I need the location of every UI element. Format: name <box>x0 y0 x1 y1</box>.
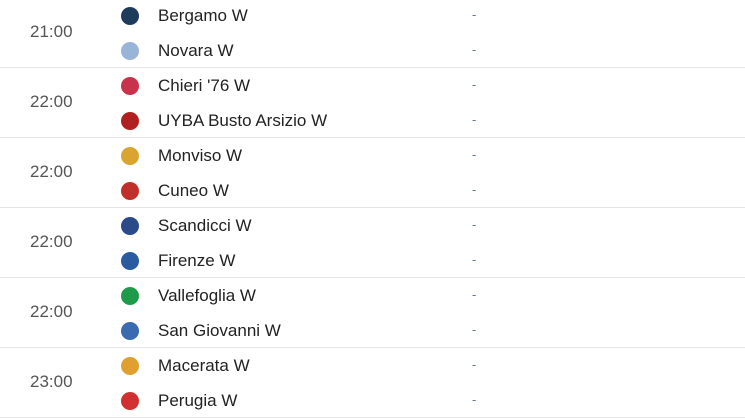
team-name: UYBA Busto Arsizio W <box>158 111 328 130</box>
team-name: Chieri '76 W <box>158 76 251 95</box>
away-team[interactable]: Cuneo W <box>118 178 229 204</box>
team-name: San Giovanni W <box>158 321 281 340</box>
match-time: 21:00 <box>30 22 73 41</box>
away-score: - <box>472 322 477 337</box>
team-logo-icon <box>118 249 142 273</box>
home-score: - <box>472 77 477 92</box>
match-row[interactable]: 21:00 Bergamo W Novara W - - <box>0 0 745 68</box>
away-team[interactable]: Perugia W <box>118 388 237 414</box>
match-row[interactable]: 22:00 Monviso W Cuneo W - - <box>0 138 745 208</box>
away-team[interactable]: San Giovanni W <box>118 318 281 344</box>
away-score: - <box>472 252 477 267</box>
team-name: Cuneo W <box>158 181 229 200</box>
home-team[interactable]: Monviso W <box>118 143 242 169</box>
team-logo-icon <box>118 319 142 343</box>
team-logo-icon <box>118 39 142 63</box>
team-logo-icon <box>118 389 142 413</box>
team-name: Monviso W <box>158 146 243 165</box>
match-row[interactable]: 22:00 Chieri '76 W UYBA Busto Arsizio W … <box>0 68 745 138</box>
away-score: - <box>472 392 477 407</box>
match-time: 22:00 <box>30 232 73 251</box>
home-team[interactable]: Bergamo W <box>118 3 248 29</box>
team-name: Vallefoglia W <box>158 286 256 305</box>
match-time: 22:00 <box>30 162 73 181</box>
match-time: 22:00 <box>30 302 73 321</box>
team-name: Novara W <box>158 41 234 60</box>
away-team[interactable]: UYBA Busto Arsizio W <box>118 108 327 134</box>
home-score: - <box>472 147 477 162</box>
home-team[interactable]: Vallefoglia W <box>118 283 256 309</box>
team-logo-icon <box>118 214 142 238</box>
match-time: 22:00 <box>30 92 73 111</box>
team-name: Macerata W <box>158 356 250 375</box>
home-score: - <box>472 217 477 232</box>
team-logo-icon <box>118 74 142 98</box>
team-logo-icon <box>118 4 142 28</box>
home-score: - <box>472 287 477 302</box>
team-name: Perugia W <box>158 391 238 410</box>
team-logo-icon <box>118 144 142 168</box>
team-logo-icon <box>118 284 142 308</box>
match-row[interactable]: 22:00 Scandicci W Firenze W - - <box>0 208 745 278</box>
match-row[interactable]: 22:00 Vallefoglia W San Giovanni W - - <box>0 278 745 348</box>
home-score: - <box>472 357 477 372</box>
away-score: - <box>472 112 477 127</box>
team-name: Scandicci W <box>158 216 252 235</box>
team-name: Firenze W <box>158 251 236 270</box>
home-team[interactable]: Scandicci W <box>118 213 252 239</box>
home-team[interactable]: Macerata W <box>118 353 250 379</box>
away-score: - <box>472 182 477 197</box>
match-time: 23:00 <box>30 372 73 391</box>
home-score: - <box>472 7 477 22</box>
match-row[interactable]: 23:00 Macerata W Perugia W - - <box>0 348 745 418</box>
away-team[interactable]: Firenze W <box>118 248 235 274</box>
away-team[interactable]: Novara W <box>118 38 234 64</box>
team-logo-icon <box>118 179 142 203</box>
team-logo-icon <box>118 354 142 378</box>
team-logo-icon <box>118 109 142 133</box>
away-score: - <box>472 42 477 57</box>
home-team[interactable]: Chieri '76 W <box>118 73 250 99</box>
team-name: Bergamo W <box>158 6 248 25</box>
